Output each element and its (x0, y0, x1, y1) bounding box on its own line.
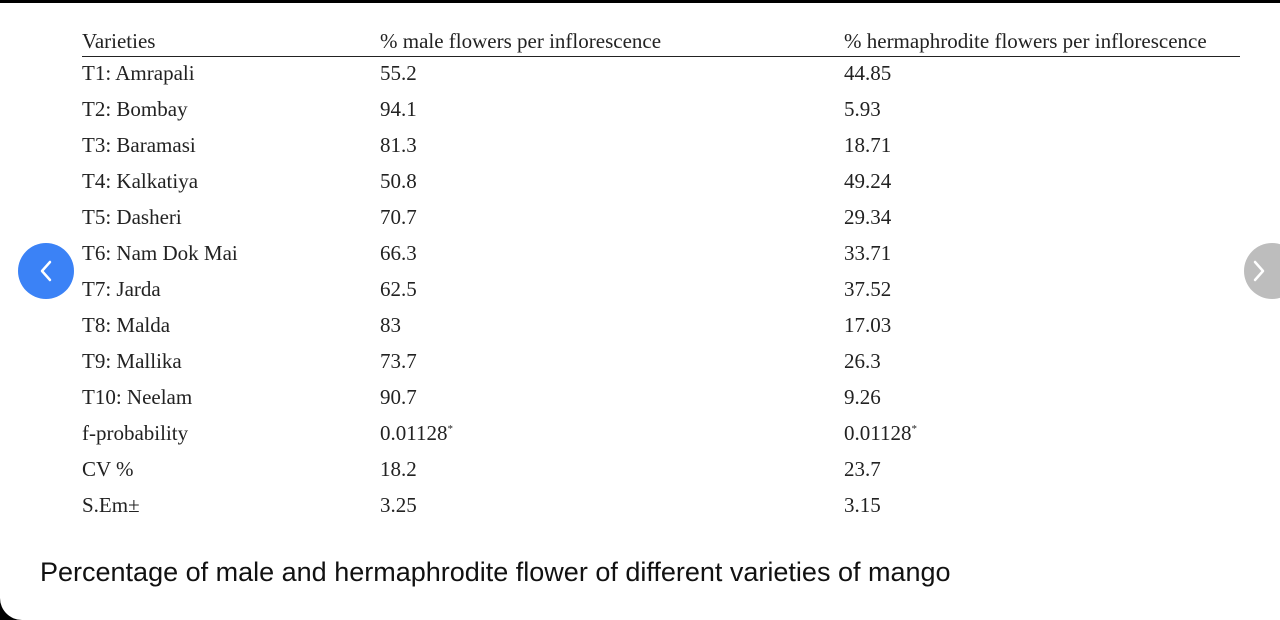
cell-male: 0.01128* (380, 421, 453, 446)
cell-hermaphrodite: 3.15 (844, 493, 881, 517)
cell-male: 83 (380, 313, 401, 337)
cell-hermaphrodite: 5.93 (844, 97, 881, 121)
significance-marker: * (911, 423, 917, 435)
cell-variety: S.Em± (82, 493, 140, 517)
cell-hermaphrodite: 9.26 (844, 385, 881, 409)
cell-variety: f-probability (82, 421, 189, 445)
cell-variety: T4: Kalkatiya (82, 169, 199, 193)
chevron-right-icon (1250, 259, 1268, 283)
data-table: Varieties % male flowers per inflorescen… (82, 29, 1240, 525)
cell-variety: T1: Amrapali (82, 61, 195, 85)
cell-variety: CV % (82, 457, 134, 481)
cell-hermaphrodite: 33.71 (844, 241, 892, 265)
header-varieties: Varieties (82, 29, 156, 53)
table-row: T3: Baramasi 81.3 18.71 (82, 129, 1240, 165)
cell-male: 50.8 (380, 169, 417, 193)
cell-hermaphrodite: 26.3 (844, 349, 881, 373)
cell-male: 94.1 (380, 97, 417, 121)
table-row: T10: Neelam 90.7 9.26 (82, 381, 1240, 417)
cell-male: 3.25 (380, 493, 417, 517)
cell-male: 73.7 (380, 349, 417, 373)
cell-male: 55.2 (380, 61, 417, 85)
cell-variety: T7: Jarda (82, 277, 161, 301)
cell-hermaphrodite: 49.24 (844, 169, 892, 193)
header-hermaphrodite: % hermaphrodite flowers per inflorescenc… (844, 29, 1207, 53)
cell-male: 81.3 (380, 133, 417, 157)
header-male: % male flowers per inflorescence (380, 29, 662, 53)
table-row: T1: Amrapali 55.2 44.85 (82, 57, 1240, 93)
table-row: T8: Malda 83 17.03 (82, 309, 1240, 345)
cell-male: 18.2 (380, 457, 417, 481)
table-row: T2: Bombay 94.1 5.93 (82, 93, 1240, 129)
cell-male-value: 0.01128 (380, 421, 448, 445)
cell-hermaphrodite: 37.52 (844, 277, 892, 301)
cell-variety: T6: Nam Dok Mai (82, 241, 238, 265)
cell-male: 90.7 (380, 385, 417, 409)
significance-marker: * (447, 423, 453, 435)
cell-variety: T2: Bombay (82, 97, 188, 121)
table-header: Varieties % male flowers per inflorescen… (82, 29, 1240, 57)
cell-hermaphrodite: 44.85 (844, 61, 892, 85)
table-row: CV % 18.2 23.7 (82, 453, 1240, 489)
cell-variety: T5: Dasheri (82, 205, 182, 229)
cell-variety: T8: Malda (82, 313, 171, 337)
table-row: T5: Dasheri 70.7 29.34 (82, 201, 1240, 237)
table-row: T6: Nam Dok Mai 66.3 33.71 (82, 237, 1240, 273)
cell-hermaphrodite: 18.71 (844, 133, 892, 157)
image-caption: Percentage of male and hermaphrodite flo… (40, 557, 951, 587)
table-row: T4: Kalkatiya 50.8 49.24 (82, 165, 1240, 201)
cell-variety: T10: Neelam (82, 385, 193, 409)
previous-button[interactable] (18, 243, 74, 299)
cell-male: 62.5 (380, 277, 417, 301)
table-row: T7: Jarda 62.5 37.52 (82, 273, 1240, 309)
table-body: T1: Amrapali 55.2 44.85 T2: Bombay 94.1 … (82, 57, 1240, 525)
table-row: f-probability 0.01128* 0.01128* (82, 417, 1240, 453)
cell-hermaphrodite: 17.03 (844, 313, 892, 337)
cell-herm-value: 0.01128 (844, 421, 912, 445)
content-card: Varieties % male flowers per inflorescen… (0, 3, 1280, 620)
table-row: S.Em± 3.25 3.15 (82, 489, 1240, 525)
table-row: T9: Mallika 73.7 26.3 (82, 345, 1240, 381)
cell-variety: T3: Baramasi (82, 133, 196, 157)
cell-hermaphrodite: 29.34 (844, 205, 892, 229)
cell-male: 70.7 (380, 205, 417, 229)
cell-variety: T9: Mallika (82, 349, 182, 373)
chevron-left-icon (37, 259, 55, 283)
cell-male: 66.3 (380, 241, 417, 265)
cell-hermaphrodite: 0.01128* (844, 421, 917, 446)
cell-hermaphrodite: 23.7 (844, 457, 881, 481)
